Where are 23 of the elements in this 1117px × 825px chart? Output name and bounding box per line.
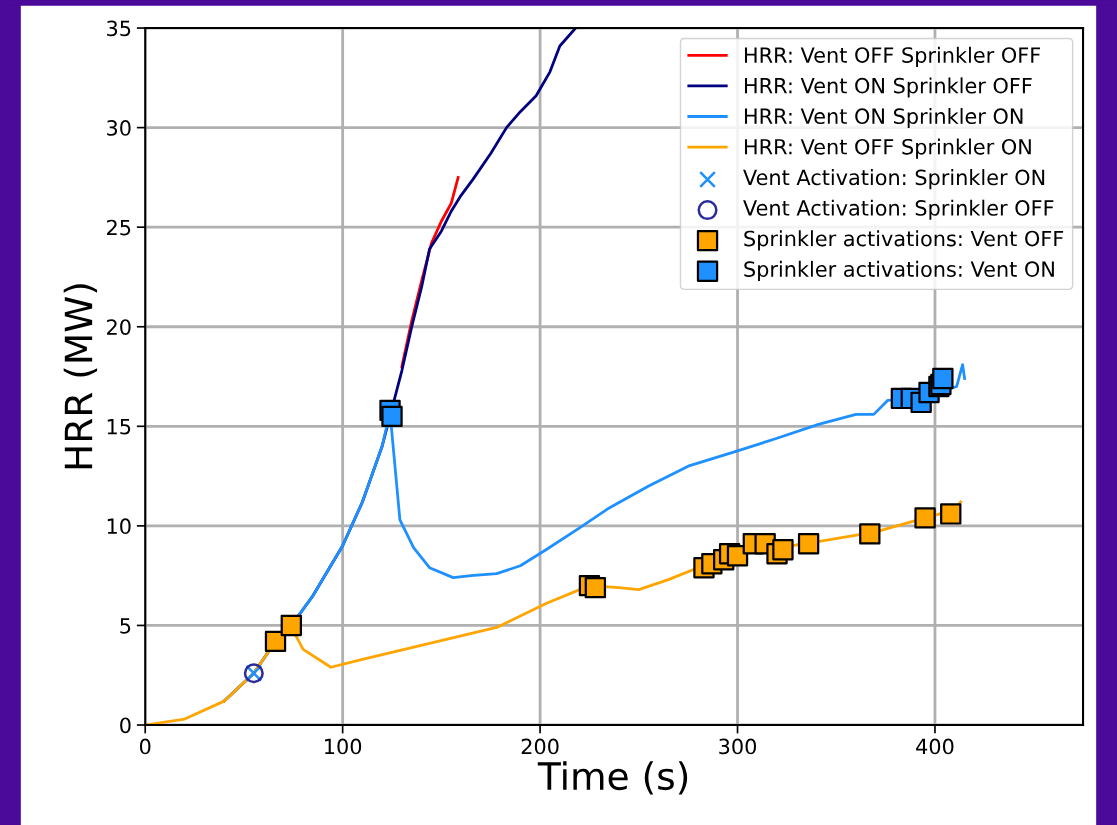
x-tick-label: 100 [325,738,362,755]
legend-label: HRR: Vent ON Sprinkler OFF [744,77,1032,98]
legend-label: Sprinkler activations: Vent ON [744,260,1054,282]
y-tick-label: 5 [120,618,131,634]
legend-label: Vent Activation: Sprinkler OFF [743,199,1054,220]
legend-label: HRR: Vent OFF Sprinkler ON [744,138,1031,159]
y-tick-label: 15 [107,419,131,435]
y-tick-label: 35 [107,20,131,37]
x-axis-title: Time (s) [537,761,688,795]
legend-label: HRR: Vent ON Sprinkler ON [744,107,1023,129]
y-tick-label: 20 [107,319,131,335]
x-tick-label: 200 [521,738,559,755]
y-tick-label: 0 [120,717,131,734]
y-axis-title: HRR (MW) [63,284,98,469]
y-tick-label: 25 [107,219,131,236]
y-tick-label: 30 [107,120,131,136]
legend-label: Vent Activation: Sprinkler ON [743,169,1045,190]
legend-label: Sprinkler activations: Vent OFF [744,230,1064,251]
x-tick-label: 400 [916,738,954,755]
x-tick-label: 0 [139,738,151,755]
y-tick-label: 10 [107,518,131,535]
x-tick-label: 300 [719,738,757,755]
legend-label: HRR: Vent OFF Sprinkler OFF [744,46,1041,67]
